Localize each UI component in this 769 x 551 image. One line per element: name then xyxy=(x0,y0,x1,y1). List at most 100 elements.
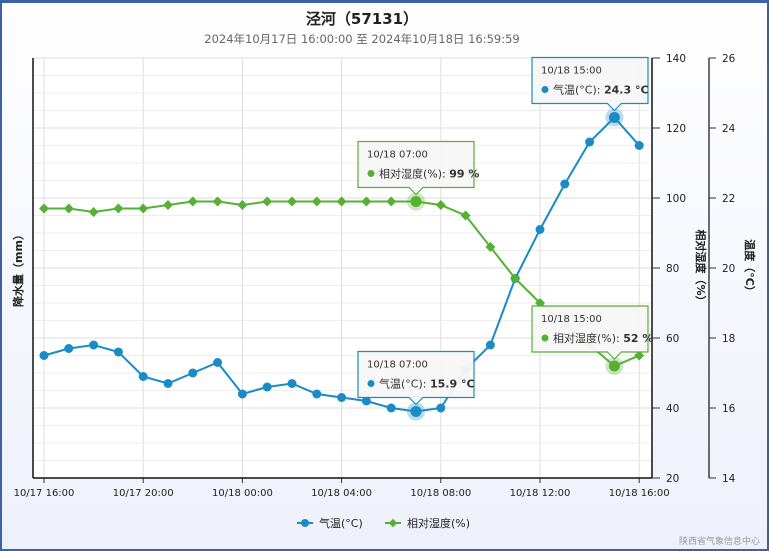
humidity-point xyxy=(287,196,297,207)
tooltip-value: 99 % xyxy=(449,168,479,181)
legend-marker xyxy=(301,519,309,527)
humidity-point xyxy=(138,203,149,214)
tooltips: 10/18 15:00 气温(°C): 24.3 °C 10/18 07:00 相对湿… xyxy=(357,56,653,421)
temp-point xyxy=(138,372,148,381)
humidity-point xyxy=(361,196,372,207)
x-tick-label: 10/18 08:00 xyxy=(410,488,471,499)
tooltip-value: 24.3 °C xyxy=(604,84,649,97)
temp-point xyxy=(163,379,173,388)
tooltip-series-dot xyxy=(367,380,375,387)
axes: 10/17 16:00 10/17 20:00 10/18 00:00 10/18 0… xyxy=(11,53,757,499)
temp-point xyxy=(39,351,49,360)
temp-point xyxy=(64,344,74,353)
humidity-tick-label: 140 xyxy=(666,53,686,65)
tooltip-series-dot xyxy=(541,334,549,342)
grid xyxy=(33,57,652,479)
temp-tick-label: 22 xyxy=(722,193,735,205)
temp-point xyxy=(634,141,644,150)
humidity-axis-label: 相对湿度（%） xyxy=(694,229,708,306)
temp-point xyxy=(188,368,198,378)
tooltip-label: 气温(°C): 15.9 °C xyxy=(379,377,475,391)
tooltip-time: 10/18 07:00 xyxy=(367,360,428,371)
tooltip-label: 相对湿度(%): 52 % xyxy=(553,331,653,345)
humidity-point xyxy=(336,196,347,207)
hover-point xyxy=(410,406,422,417)
temp-point xyxy=(337,393,347,402)
humidity-point xyxy=(510,273,521,284)
tooltip-box xyxy=(531,56,649,112)
temp-tick-label: 14 xyxy=(722,473,736,485)
tooltip-value: 15.9 °C xyxy=(430,378,475,391)
x-tick-label: 10/18 12:00 xyxy=(510,488,571,499)
temp-point xyxy=(361,396,371,406)
humidity-tick-label: 60 xyxy=(666,333,679,345)
humidity-point xyxy=(634,350,645,361)
tooltip: 10/18 07:00 气温(°C): 15.9 °C xyxy=(357,350,475,406)
legend-marker xyxy=(388,518,398,528)
temp-point xyxy=(485,340,495,350)
tooltip: 10/18 15:00 气温(°C): 24.3 °C xyxy=(531,56,649,112)
tooltip-series-dot xyxy=(541,86,549,93)
temp-tick-label: 20 xyxy=(722,263,735,275)
humidity-tick-label: 20 xyxy=(666,473,679,485)
temp-point xyxy=(312,389,322,399)
chart-subtitle: 2024年10月17日 16:00:00 至 2024年10月18日 16:59… xyxy=(204,32,520,46)
tooltip-box xyxy=(531,305,649,360)
tooltip-box xyxy=(357,140,475,196)
credit: 陕西省气象信息中心 xyxy=(679,535,760,547)
hover-point xyxy=(608,112,620,123)
tooltip: 10/18 15:00 相对湿度(%): 52 % xyxy=(531,305,653,360)
tooltip: 10/18 07:00 相对湿度(%): 99 % xyxy=(357,140,479,196)
x-tick-label: 10/18 04:00 xyxy=(311,488,372,499)
tooltip-value: 52 % xyxy=(623,332,653,345)
temp-point xyxy=(262,382,272,392)
humidity-point xyxy=(39,203,49,214)
tooltip-time: 10/18 15:00 xyxy=(541,66,602,77)
temp-tick-label: 26 xyxy=(722,53,736,65)
x-tick-label: 10/17 16:00 xyxy=(14,488,75,499)
temp-tick-label: 24 xyxy=(722,123,736,135)
humidity-point xyxy=(311,196,322,207)
x-tick-label: 10/18 00:00 xyxy=(212,488,273,499)
temp-point xyxy=(113,347,123,357)
humidity-point xyxy=(113,203,124,214)
temp-point xyxy=(213,358,223,367)
hover-point xyxy=(608,360,620,372)
tooltip-series-dot xyxy=(367,170,375,177)
humidity-point xyxy=(435,200,446,210)
x-tick-label: 10/17 20:00 xyxy=(113,488,174,499)
tooltip-time: 10/18 07:00 xyxy=(367,150,428,161)
humidity-point xyxy=(485,242,496,252)
tooltip-time: 10/18 15:00 xyxy=(541,314,602,325)
hover-point xyxy=(410,196,422,207)
tooltip-label: 气温(°C): 24.3 °C xyxy=(553,83,649,97)
tooltip-label: 相对湿度(%): 99 % xyxy=(379,167,479,181)
legend-item-label[interactable]: 相对湿度(%) xyxy=(407,516,470,530)
humidity-point xyxy=(212,196,223,207)
legend-item-label[interactable]: 气温(°C) xyxy=(319,516,363,530)
temp-point xyxy=(89,340,99,350)
humidity-point xyxy=(163,200,173,210)
temp-point xyxy=(585,137,595,147)
temp-point xyxy=(535,225,545,234)
humidity-tick-label: 100 xyxy=(666,193,686,205)
temp-axis-label: 温度（°C） xyxy=(743,239,757,297)
chart-title: 泾河（57131） xyxy=(306,10,418,28)
temp-point xyxy=(560,179,570,189)
legend: 气温(°C) 相对湿度(%) xyxy=(297,516,470,530)
tooltip-box xyxy=(357,350,475,406)
temp-point xyxy=(436,403,446,413)
humidity-point xyxy=(187,196,198,207)
humidity-point xyxy=(88,207,99,217)
x-tick-label: 10/18 16:00 xyxy=(609,488,670,499)
humidity-point xyxy=(237,200,248,210)
temp-point xyxy=(237,389,247,399)
humidity-tick-label: 80 xyxy=(666,263,679,275)
humidity-point xyxy=(460,210,471,221)
humidity-tick-label: 40 xyxy=(666,403,679,415)
humidity-tick-label: 120 xyxy=(666,123,686,135)
temp-point xyxy=(386,403,396,413)
temp-point xyxy=(287,379,297,388)
humidity-point xyxy=(386,196,397,207)
